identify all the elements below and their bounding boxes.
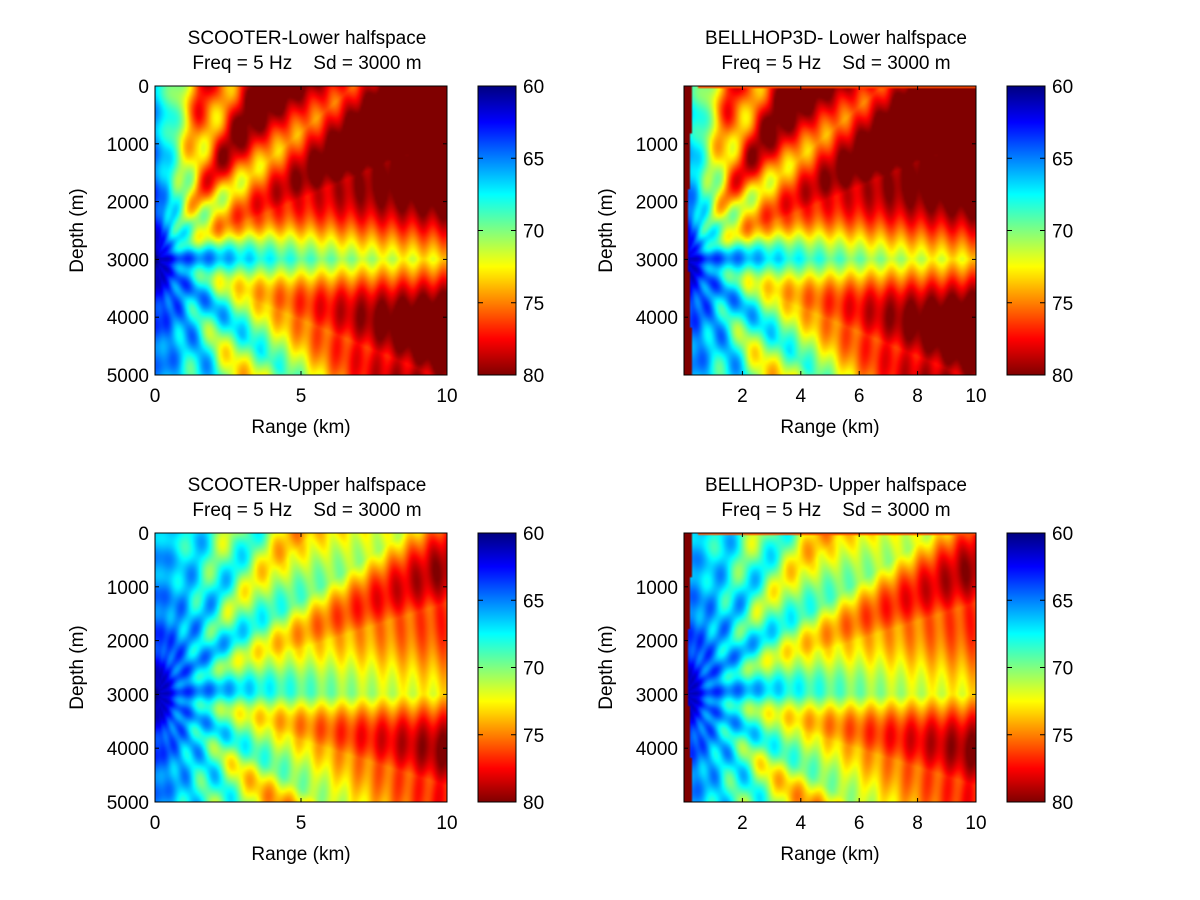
chart-subtitle: Freq = 5 Hz Sd = 3000 m [192,500,421,521]
colorbar-tick-label: 60 [1052,524,1073,545]
x-tick-label: 10 [436,813,457,834]
y-tick-label: 2000 [107,632,149,653]
x-tick-label: 8 [912,813,923,834]
chart-title: BELLHOP3D- Upper halfspace [705,475,967,496]
colorbar-tick-label: 80 [1052,793,1073,814]
x-axis-label: Range (km) [780,844,879,865]
y-tick-label: 4000 [636,308,678,329]
y-axis-label: Depth (m) [596,625,617,709]
chart-subtitle: Freq = 5 Hz Sd = 3000 m [721,53,950,74]
y-tick-label: 4000 [107,739,149,760]
colorbar [1006,85,1046,376]
x-tick-label: 8 [912,386,923,407]
colorbar-tick-label: 70 [1052,222,1073,243]
axes-frame [683,532,977,803]
x-tick-label: 5 [296,386,307,407]
y-tick-label: 2000 [636,632,678,653]
x-tick-label: 10 [965,386,986,407]
x-tick-label: 5 [296,813,307,834]
heatmap-image [155,86,447,375]
y-axis-label: Depth (m) [596,188,617,272]
colorbar-tick-label: 80 [1052,366,1073,387]
heatmap-image [684,533,976,802]
axes-frame [683,85,977,376]
colorbar [477,85,517,376]
chart-title: BELLHOP3D- Lower halfspace [705,28,967,49]
colorbar-tick-label: 75 [523,726,544,747]
colorbar [477,532,517,803]
x-tick-label: 4 [796,386,807,407]
chart-title: SCOOTER-Lower halfspace [188,28,427,49]
colorbar-tick-label: 70 [523,222,544,243]
subplot: 0 5 10 0 1000 2000 3000 4000 5000 60 65 70 75 80 SCOOT… [67,28,544,438]
colorbar-tick-label: 65 [523,591,544,612]
chart-title: SCOOTER-Upper halfspace [188,475,427,496]
heatmap-image [684,86,976,375]
colorbar-tick-label: 75 [523,294,544,315]
y-tick-label: 4000 [636,739,678,760]
x-tick-label: 10 [965,813,986,834]
x-axis-label: Range (km) [251,417,350,438]
y-tick-label: 3000 [636,250,678,271]
y-tick-label: 4000 [107,308,149,329]
y-tick-label: 1000 [636,578,678,599]
heatmap-image [155,533,447,802]
colorbar-tick-label: 65 [523,149,544,170]
x-axis-label: Range (km) [780,417,879,438]
subplot: 0 5 10 0 1000 2000 3000 4000 5000 60 65 70 75 80 SCOOT… [67,475,544,865]
y-axis-label: Depth (m) [67,625,88,709]
x-tick-label: 6 [854,386,865,407]
y-tick-label: 3000 [636,685,678,706]
colorbar [1006,532,1046,803]
y-tick-label: 5000 [107,793,149,814]
colorbar-tick-label: 65 [1052,591,1073,612]
y-tick-label: 2000 [636,193,678,214]
x-tick-label: 10 [436,386,457,407]
y-tick-label: 0 [138,77,149,98]
chart-subtitle: Freq = 5 Hz Sd = 3000 m [192,53,421,74]
x-axis-label: Range (km) [251,844,350,865]
x-tick-label: 0 [150,386,161,407]
y-axis-label: Depth (m) [67,188,88,272]
y-tick-label: 5000 [107,366,149,387]
x-tick-label: 4 [796,813,807,834]
y-tick-label: 1000 [636,135,678,156]
x-tick-label: 2 [737,386,748,407]
colorbar-tick-label: 70 [523,659,544,680]
x-tick-label: 2 [737,813,748,834]
colorbar-tick-label: 80 [523,793,544,814]
colorbar-tick-label: 65 [1052,149,1073,170]
x-tick-label: 6 [854,813,865,834]
y-tick-label: 3000 [107,250,149,271]
colorbar-tick-label: 60 [523,524,544,545]
y-tick-label: 1000 [107,135,149,156]
y-tick-label: 0 [138,524,149,545]
colorbar-tick-label: 60 [523,77,544,98]
x-tick-label: 0 [150,813,161,834]
colorbar-tick-label: 75 [1052,726,1073,747]
colorbar-tick-label: 80 [523,366,544,387]
colorbar-tick-label: 75 [1052,294,1073,315]
y-tick-label: 2000 [107,193,149,214]
colorbar-tick-label: 70 [1052,659,1073,680]
chart-subtitle: Freq = 5 Hz Sd = 3000 m [721,500,950,521]
colorbar-tick-label: 60 [1052,77,1073,98]
subplot: 2 4 6 8 10 1000 2000 3000 4000 60 65 70 75 80 BELLHOP3… [596,28,1073,438]
y-tick-label: 3000 [107,685,149,706]
subplot: 2 4 6 8 10 1000 2000 3000 4000 60 65 70 75 80 BELLHOP3… [596,475,1073,865]
y-tick-label: 1000 [107,578,149,599]
